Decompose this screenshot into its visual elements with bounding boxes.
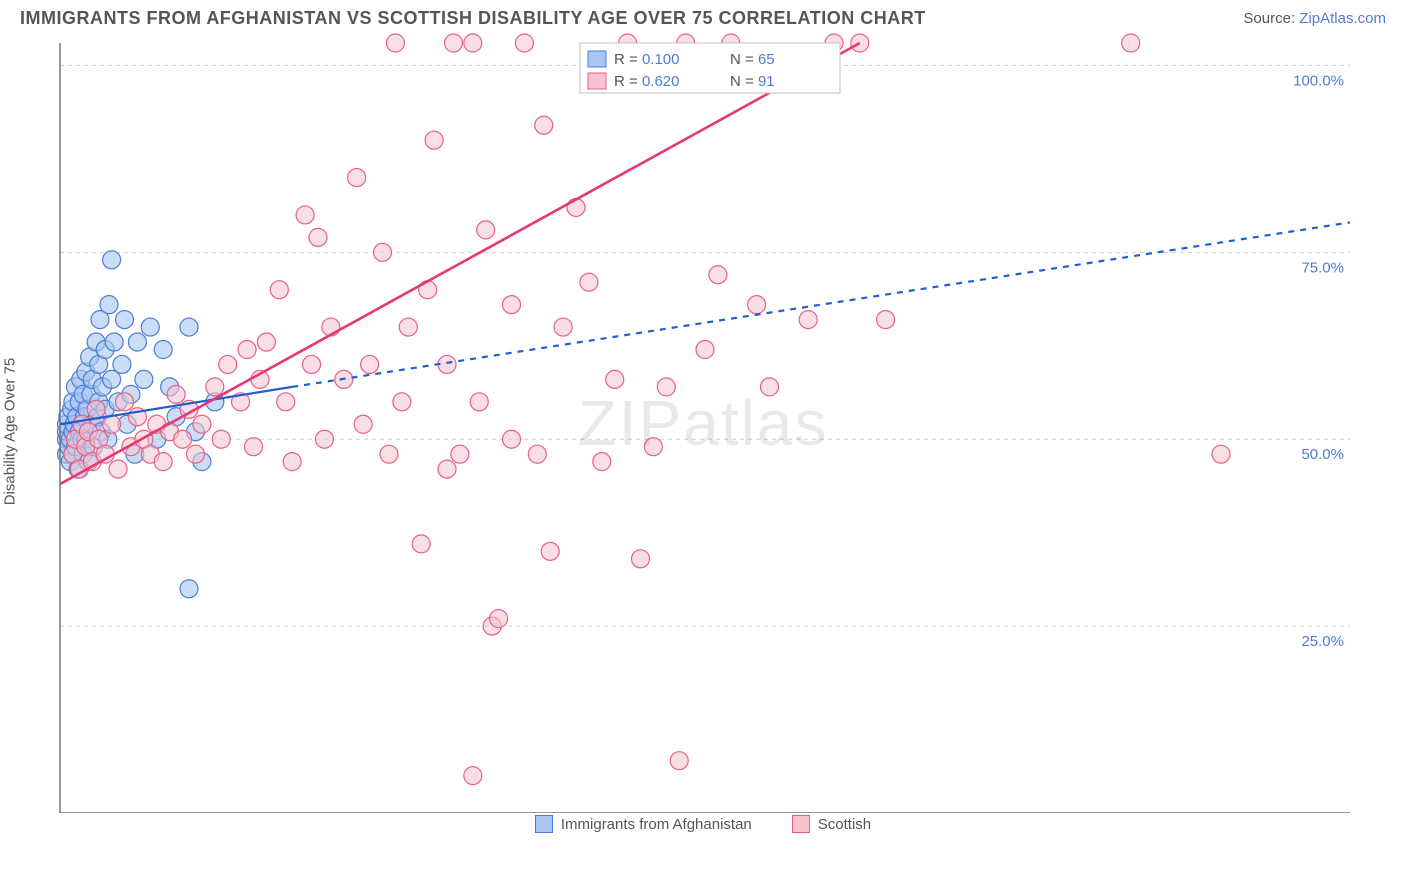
y-axis-label: Disability Age Over 75 (2, 358, 19, 506)
source-link[interactable]: ZipAtlas.com (1299, 10, 1386, 27)
svg-text:25.0%: 25.0% (1301, 633, 1344, 650)
chart-title: IMMIGRANTS FROM AFGHANISTAN VS SCOTTISH … (20, 8, 926, 29)
legend-bottom: Immigrants from Afghanistan Scottish (0, 815, 1406, 833)
legend-item-afghanistan: Immigrants from Afghanistan (535, 815, 752, 833)
svg-text:50.0%: 50.0% (1301, 446, 1344, 463)
header: IMMIGRANTS FROM AFGHANISTAN VS SCOTTISH … (0, 0, 1406, 33)
legend-swatch-scottish (792, 815, 810, 833)
legend-swatch-afghanistan (535, 815, 553, 833)
svg-text:N = 65: N = 65 (730, 51, 775, 68)
scatter-chart: 25.0%50.0%75.0%100.0%0.0%100.0%R = 0.100… (20, 33, 1360, 813)
svg-text:N = 91: N = 91 (730, 73, 775, 90)
svg-text:100.0%: 100.0% (1293, 72, 1344, 89)
source: Source: ZipAtlas.com (1243, 10, 1386, 27)
svg-text:R = 0.620: R = 0.620 (614, 73, 679, 90)
legend-label-scottish: Scottish (818, 816, 871, 833)
legend-item-scottish: Scottish (792, 815, 871, 833)
svg-text:R = 0.100: R = 0.100 (614, 51, 679, 68)
chart-container: Disability Age Over 75 ZIPatlas 25.0%50.… (20, 33, 1386, 813)
legend-label-afghanistan: Immigrants from Afghanistan (561, 816, 752, 833)
source-label: Source: (1243, 10, 1299, 27)
svg-text:75.0%: 75.0% (1301, 259, 1344, 276)
